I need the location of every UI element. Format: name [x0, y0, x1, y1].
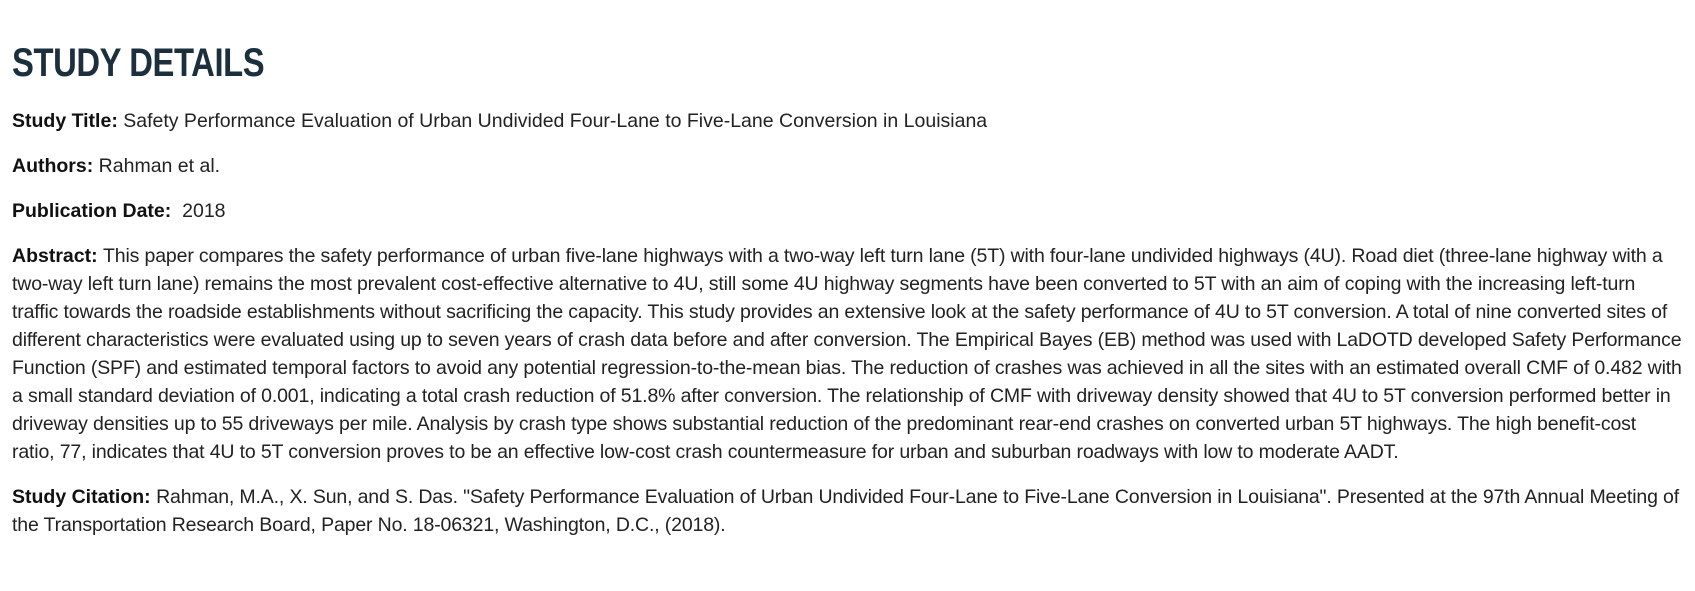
- abstract-label: Abstract:: [12, 245, 98, 267]
- study-title-label: Study Title:: [12, 110, 118, 132]
- abstract-field: Abstract: This paper compares the safety…: [12, 242, 1683, 466]
- section-heading: STUDY DETAILS: [12, 41, 265, 85]
- study-details-section: STUDY DETAILS Study Title: Safety Perfor…: [12, 41, 1683, 539]
- study-citation-value: Rahman, M.A., X. Sun, and S. Das. "Safet…: [12, 486, 1680, 536]
- publication-date-field: Publication Date: 2018: [12, 197, 1683, 225]
- study-title-value: Safety Performance Evaluation of Urban U…: [123, 110, 988, 132]
- abstract-value: This paper compares the safety performan…: [12, 245, 1682, 463]
- study-citation-field: Study Citation: Rahman, M.A., X. Sun, an…: [12, 483, 1683, 539]
- publication-date-value: 2018: [182, 200, 226, 222]
- study-title-field: Study Title: Safety Performance Evaluati…: [12, 107, 1683, 135]
- authors-label: Authors:: [12, 155, 94, 177]
- study-citation-label: Study Citation:: [12, 486, 151, 508]
- authors-value: Rahman et al.: [98, 155, 221, 177]
- publication-date-label: Publication Date:: [12, 200, 172, 222]
- authors-field: Authors: Rahman et al.: [12, 152, 1683, 180]
